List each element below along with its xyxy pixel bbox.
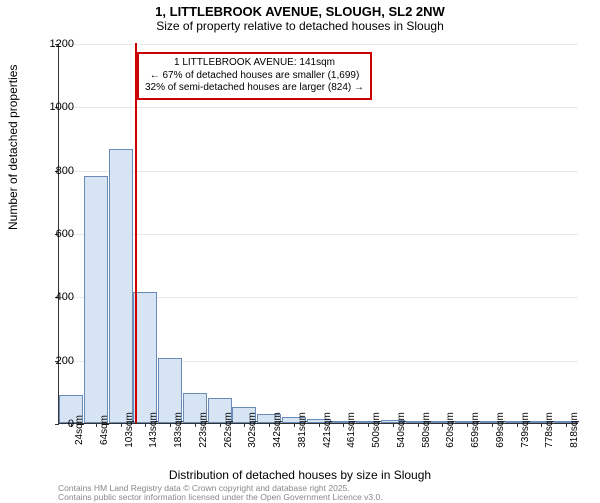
xtick-mark — [368, 423, 369, 427]
xtick-label: 24sqm — [74, 415, 85, 445]
xtick-mark — [517, 423, 518, 427]
xtick-label: 500sqm — [371, 412, 382, 448]
annotation-line-1: 1 LITTLEBROOK AVENUE: 141sqm — [145, 57, 364, 70]
histogram-bar — [84, 176, 108, 423]
ytick-label: 200 — [34, 355, 74, 367]
ytick-label: 600 — [34, 228, 74, 240]
xtick-mark — [294, 423, 295, 427]
xtick-label: 540sqm — [396, 412, 407, 448]
property-marker-line — [135, 43, 137, 423]
xtick-mark — [244, 423, 245, 427]
xtick-mark — [96, 423, 97, 427]
xtick-mark — [220, 423, 221, 427]
xtick-label: 223sqm — [198, 412, 209, 448]
xtick-mark — [492, 423, 493, 427]
xtick-label: 302sqm — [247, 412, 258, 448]
y-axis-label: Number of detached properties — [6, 65, 20, 230]
ytick-label: 1200 — [34, 38, 74, 50]
xtick-mark — [269, 423, 270, 427]
xtick-label: 342sqm — [272, 412, 283, 448]
xtick-label: 699sqm — [495, 412, 506, 448]
annotation-line-2: ← 67% of detached houses are smaller (1,… — [145, 70, 364, 83]
plot-region: 1 LITTLEBROOK AVENUE: 141sqm ← 67% of de… — [58, 44, 578, 424]
xtick-label: 421sqm — [322, 412, 333, 448]
xtick-mark — [121, 423, 122, 427]
xtick-mark — [145, 423, 146, 427]
property-annotation: 1 LITTLEBROOK AVENUE: 141sqm ← 67% of de… — [137, 52, 372, 100]
xtick-label: 620sqm — [445, 412, 456, 448]
annotation-line-3: 32% of semi-detached houses are larger (… — [145, 82, 364, 95]
xtick-label: 381sqm — [297, 412, 308, 448]
xtick-mark — [170, 423, 171, 427]
footer-line-2: Contains public sector information licen… — [58, 493, 383, 502]
ytick-label: 0 — [34, 418, 74, 430]
xtick-label: 103sqm — [124, 412, 135, 448]
chart-area: 1 LITTLEBROOK AVENUE: 141sqm ← 67% of de… — [58, 44, 578, 424]
chart-title-main: 1, LITTLEBROOK AVENUE, SLOUGH, SL2 2NW — [0, 0, 600, 19]
xtick-mark — [442, 423, 443, 427]
xtick-mark — [467, 423, 468, 427]
chart-title-sub: Size of property relative to detached ho… — [0, 19, 600, 33]
xtick-label: 659sqm — [470, 412, 481, 448]
ytick-label: 400 — [34, 291, 74, 303]
ytick-label: 800 — [34, 165, 74, 177]
x-axis-label: Distribution of detached houses by size … — [0, 468, 600, 482]
xtick-label: 64sqm — [99, 415, 110, 445]
xtick-mark — [343, 423, 344, 427]
xtick-label: 818sqm — [569, 412, 580, 448]
xtick-label: 739sqm — [520, 412, 531, 448]
xtick-label: 580sqm — [421, 412, 432, 448]
ytick-label: 1000 — [34, 101, 74, 113]
xtick-label: 143sqm — [148, 412, 159, 448]
xtick-mark — [393, 423, 394, 427]
xtick-label: 461sqm — [346, 412, 357, 448]
xtick-label: 183sqm — [173, 412, 184, 448]
xtick-label: 778sqm — [544, 412, 555, 448]
histogram-bar — [109, 149, 133, 423]
xtick-mark — [418, 423, 419, 427]
xtick-mark — [319, 423, 320, 427]
xtick-mark — [195, 423, 196, 427]
xtick-mark — [566, 423, 567, 427]
xtick-label: 262sqm — [223, 412, 234, 448]
xtick-mark — [541, 423, 542, 427]
